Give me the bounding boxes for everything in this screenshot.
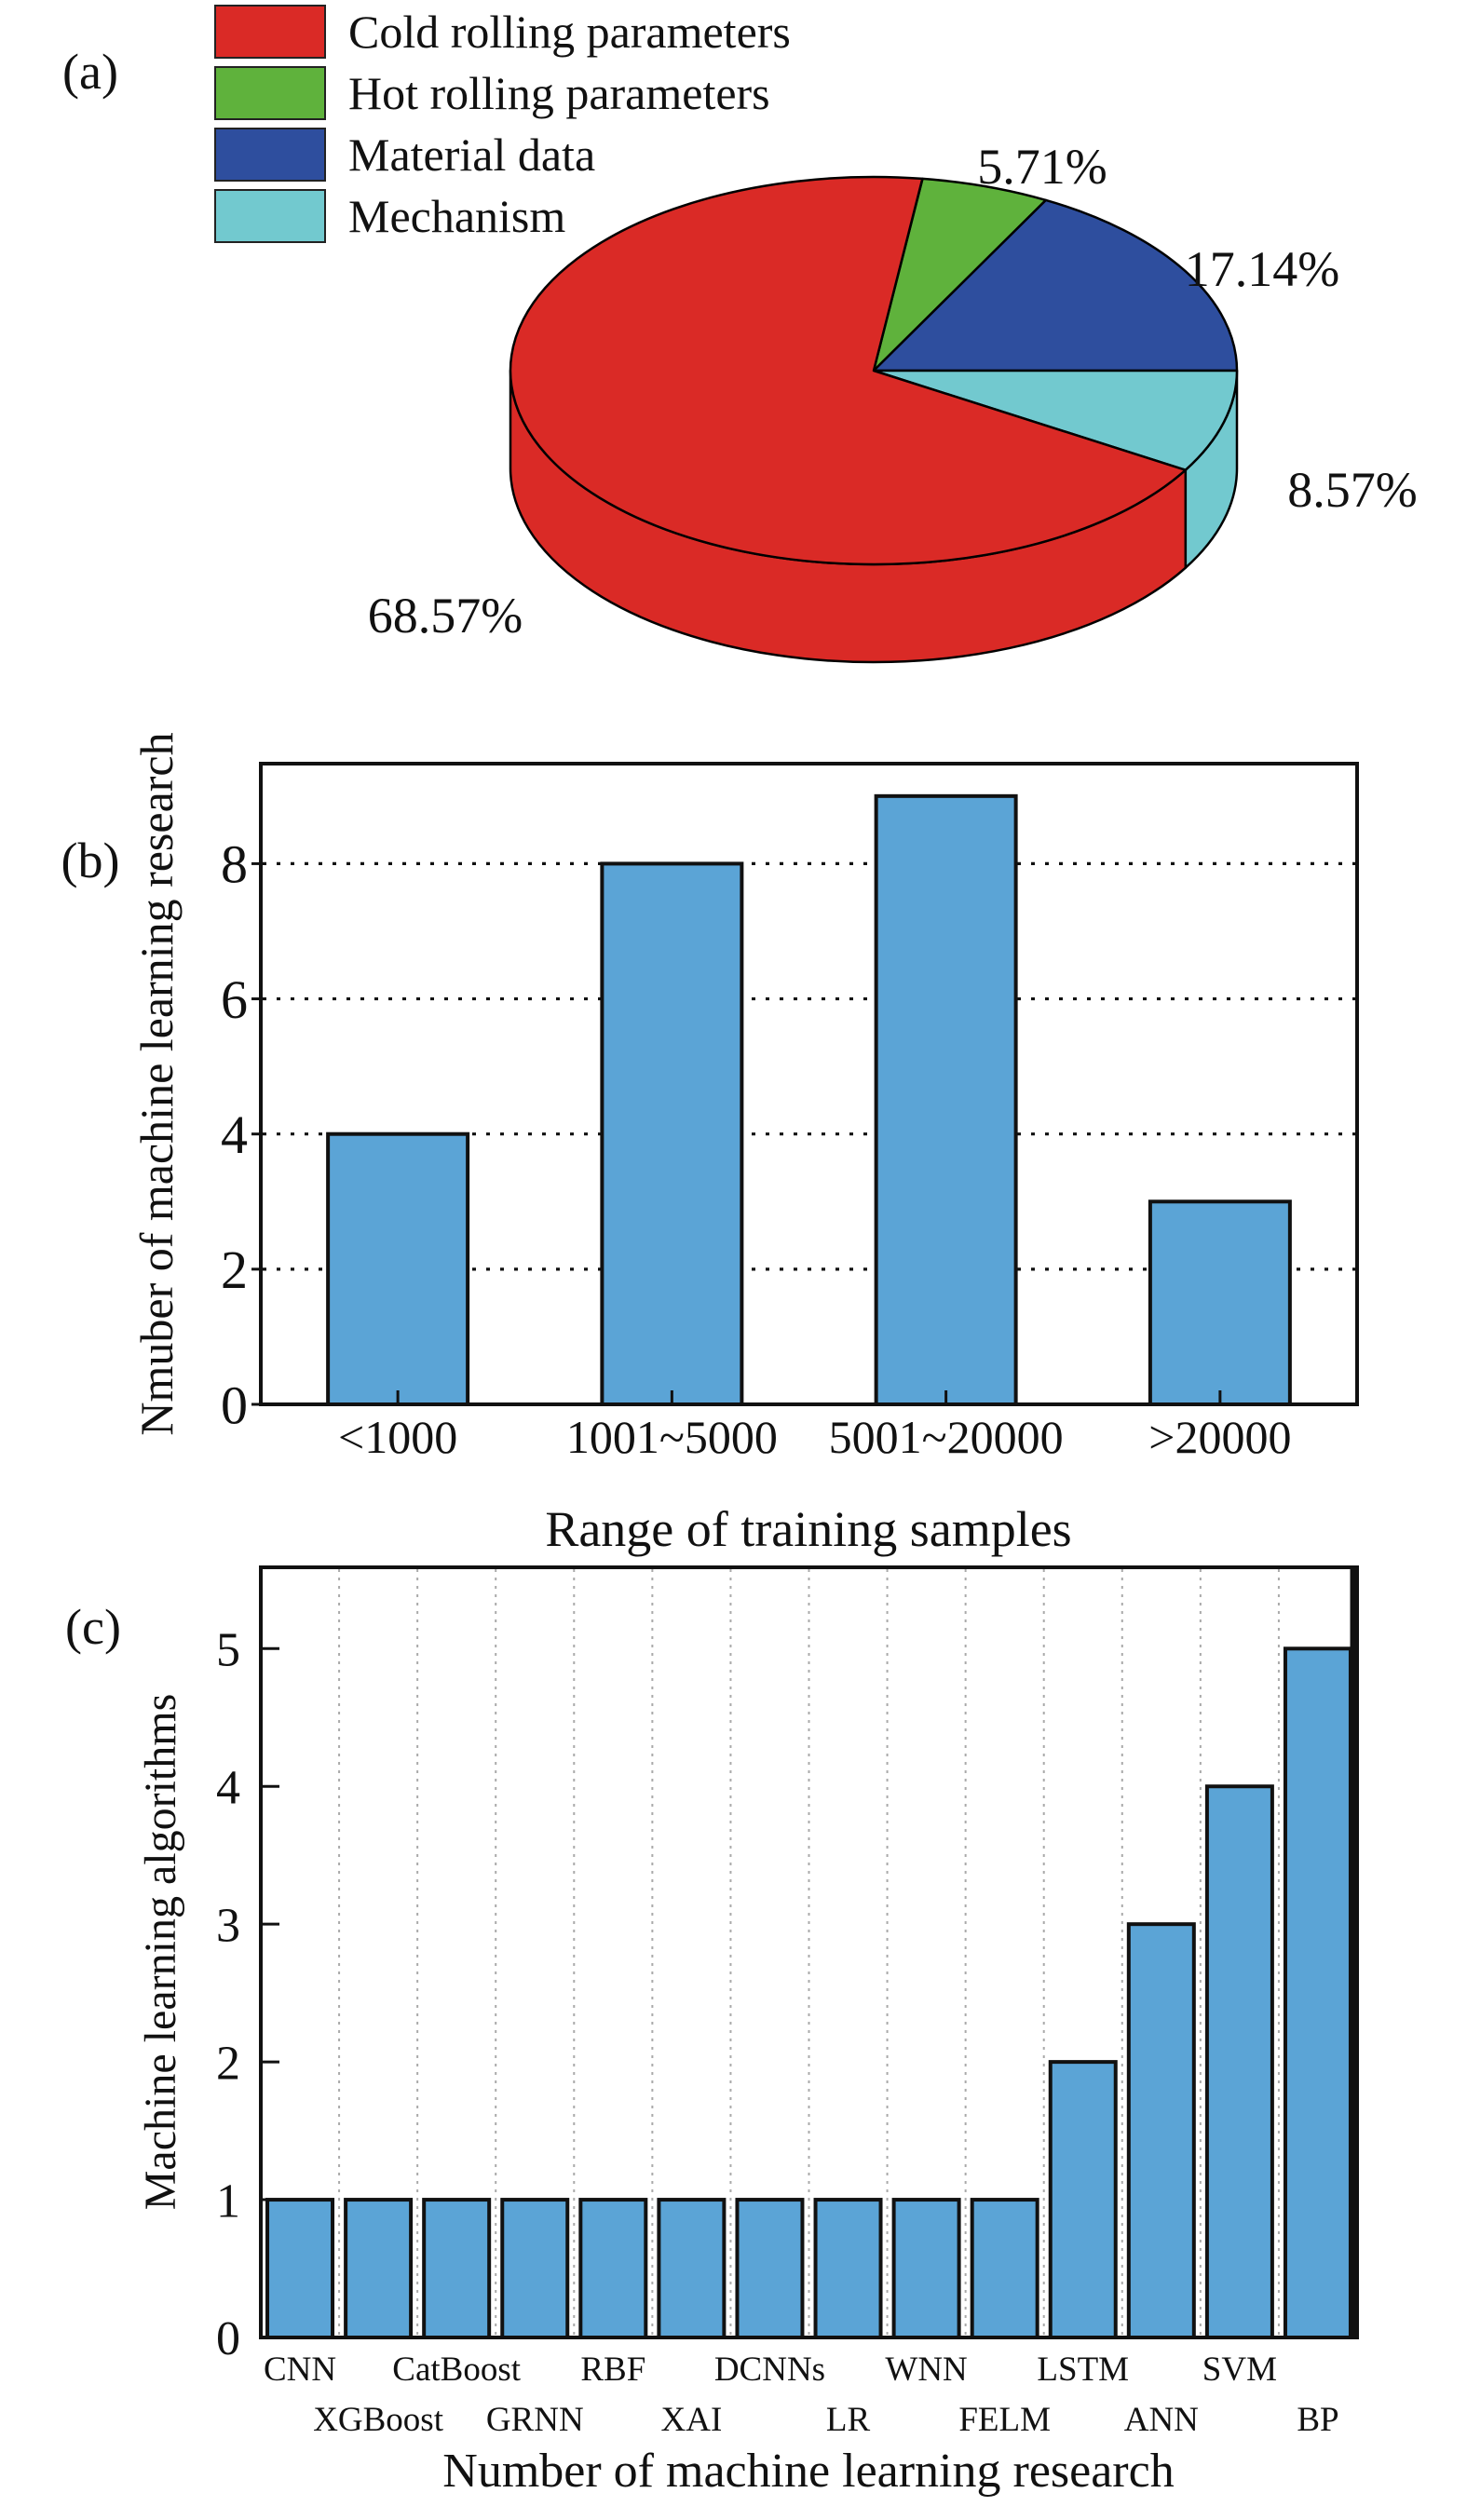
bar-cnn xyxy=(265,2198,335,2339)
xtick-label-1001-5000: 1001~5000 xyxy=(566,1411,778,1463)
bar-1000 xyxy=(326,1131,470,1406)
xtick-label-xai: XAI xyxy=(661,2401,723,2439)
bar-lr xyxy=(813,2198,883,2339)
xtick-label-dcnns: DCNNs xyxy=(714,2351,825,2389)
bar-rbf xyxy=(578,2198,648,2339)
xtick-label-lstm: LSTM xyxy=(1037,2351,1129,2389)
y-axis-title-b: Nmuber of machine learning research xyxy=(130,732,183,1435)
pie-slice-material-data xyxy=(872,198,1239,373)
bar-chart-algorithms: 123450CNNXGBoostCatBoostGRNNRBFXAIDCNNsL… xyxy=(136,1565,1359,2498)
xtick-label-xgboost: XGBoost xyxy=(313,2401,444,2439)
bar-catboost xyxy=(422,2198,492,2339)
legend-label: Cold rolling parameters xyxy=(348,6,791,58)
xtick-label-cnn: CNN xyxy=(264,2351,336,2389)
legend-swatch-hot-rolling-parameters xyxy=(214,66,326,120)
pie-percent-label-material-data: 17.14% xyxy=(1185,241,1339,297)
xtick-label-rbf: RBF xyxy=(580,2351,645,2389)
bar-5001-20000 xyxy=(874,793,1018,1406)
legend-item-mechanism: Mechanism xyxy=(214,189,791,243)
pie-percent-label-hot-rolling-parameters: 5.71% xyxy=(977,139,1107,195)
legend-label: Mechanism xyxy=(348,190,566,242)
xtick-label-grnn: GRNN xyxy=(486,2401,584,2439)
bar-20000 xyxy=(1148,1199,1292,1406)
pie-slice-mechanism xyxy=(872,369,1239,471)
bar-lstm xyxy=(1048,2060,1118,2339)
legend-label: Hot rolling parameters xyxy=(348,67,770,119)
ytick-label-3: 3 xyxy=(216,1899,240,1952)
xtick-label-felm: FELM xyxy=(958,2401,1051,2439)
xtick-label-catboost: CatBoost xyxy=(392,2351,521,2389)
bar-wnn xyxy=(891,2198,961,2339)
ytick-label-0: 0 xyxy=(221,1375,248,1435)
pie-percent-label-mechanism: 8.57% xyxy=(1287,462,1417,518)
pie-chart: 68.57% 5.71% 17.14% 8.57% xyxy=(368,139,1418,664)
bar-chart-training-samples: 0 2 4 6 8 <1000 1001~5000 5001~20000 >20000 Range… xyxy=(130,732,1359,1557)
ytick-label-0: 0 xyxy=(216,2312,240,2365)
ytick-label-4: 4 xyxy=(221,1104,248,1165)
bar-xgboost xyxy=(344,2198,414,2339)
plot-frame-b xyxy=(259,762,1359,1406)
bar-grnn xyxy=(500,2198,570,2339)
legend-swatch-cold-rolling-parameters xyxy=(214,5,326,59)
legend-swatch-mechanism xyxy=(214,189,326,243)
xtick-label-20000: >20000 xyxy=(1148,1411,1291,1463)
panel-c-tag: (c) xyxy=(65,1599,121,1655)
x-axis-title-b: Range of training samples xyxy=(545,1501,1071,1557)
pie-slice-hot-rolling-parameters xyxy=(872,177,1048,373)
bar-xai xyxy=(657,2198,727,2339)
bar-bp xyxy=(1283,1646,1352,2339)
bar-svm xyxy=(1204,1784,1274,2339)
panel-a-tag: (a) xyxy=(62,44,118,100)
y-axis-title-c: Machine learning algorithms xyxy=(136,1694,185,2211)
panel-b-tag: (b) xyxy=(61,833,120,888)
ytick-label-1: 1 xyxy=(216,2175,240,2228)
legend-label: Material data xyxy=(348,129,596,181)
bar-felm xyxy=(970,2198,1039,2339)
pie-slice-cold-rolling-parameters xyxy=(509,175,1188,566)
ytick-label-2: 2 xyxy=(216,2037,240,2090)
xtick-label-ann: ANN xyxy=(1124,2401,1199,2439)
ytick-label-5: 5 xyxy=(216,1623,240,1676)
bar-1001-5000 xyxy=(600,861,744,1406)
legend-swatch-material-data xyxy=(214,128,326,182)
xtick-label-bp: BP xyxy=(1297,2401,1338,2439)
xtick-label-1000: <1000 xyxy=(338,1411,457,1463)
ytick-label-4: 4 xyxy=(216,1761,240,1814)
bar-dcnns xyxy=(735,2198,805,2339)
xtick-label-5001-20000: 5001~20000 xyxy=(829,1411,1064,1463)
legend-item-hot-rolling-parameters: Hot rolling parameters xyxy=(214,66,791,120)
ytick-label-6: 6 xyxy=(221,969,248,1030)
ytick-label-2: 2 xyxy=(221,1240,248,1300)
xtick-label-svm: SVM xyxy=(1202,2351,1277,2389)
legend-item-material-data: Material data xyxy=(214,128,791,182)
pie-percent-label-cold-rolling-parameters: 68.57% xyxy=(368,588,523,644)
legend-item-cold-rolling-parameters: Cold rolling parameters xyxy=(214,5,791,59)
ytick-label-8: 8 xyxy=(221,834,248,895)
x-axis-title-c: Number of machine learning research xyxy=(442,2445,1174,2498)
xtick-label-wnn: WNN xyxy=(885,2351,967,2389)
pie-legend: Cold rolling parameters Hot rolling param… xyxy=(214,5,791,251)
xtick-label-lr: LR xyxy=(826,2401,871,2439)
bar-ann xyxy=(1126,1922,1196,2339)
